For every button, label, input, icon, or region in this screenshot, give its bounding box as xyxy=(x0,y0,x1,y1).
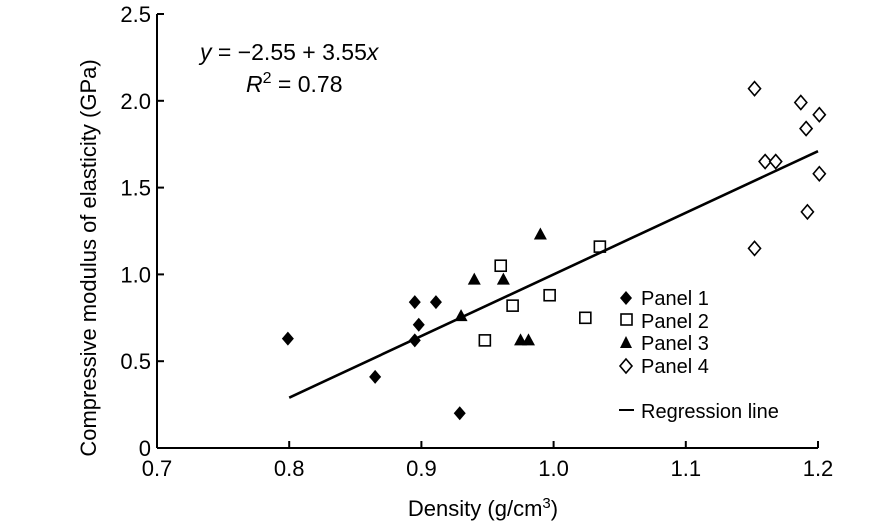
legend-marker-panel-4 xyxy=(620,359,632,373)
data-point xyxy=(749,241,761,255)
legend-label-panel-1: Panel 1 xyxy=(641,288,709,310)
y-tick-label: 2.5 xyxy=(120,2,151,27)
data-point xyxy=(522,333,535,345)
data-point xyxy=(580,312,591,323)
data-point xyxy=(468,273,481,285)
equation-x: x xyxy=(366,39,380,65)
legend-marker-panel-3 xyxy=(620,336,632,348)
data-point xyxy=(544,290,555,301)
data-point xyxy=(801,205,813,219)
y-axis-label: Compressive modulus of elasticity (GPa) xyxy=(76,59,101,456)
data-point xyxy=(454,406,466,420)
legend-item-panel-4: Panel 4 xyxy=(620,356,709,378)
series-panel-4 xyxy=(749,82,826,256)
data-point xyxy=(813,108,825,122)
data-point xyxy=(795,96,807,110)
x-axis-label-sup: 3 xyxy=(542,495,550,512)
data-point xyxy=(369,370,381,384)
legend-label-regression: Regression line xyxy=(641,401,779,423)
data-point xyxy=(534,227,547,239)
data-point xyxy=(413,318,425,332)
data-point xyxy=(507,300,518,311)
data-point xyxy=(800,122,812,136)
legend-item-panel-3: Panel 3 xyxy=(620,333,709,355)
legend-label-panel-4: Panel 4 xyxy=(641,356,709,378)
regression-line xyxy=(289,151,818,398)
data-point xyxy=(813,167,825,181)
x-axis-label: Density (g/cm3) xyxy=(408,495,558,521)
y-tick-label: 0 xyxy=(139,436,151,461)
series-panel-2 xyxy=(479,241,605,346)
legend: Panel 1 Panel 2 Panel 3 Panel 4 Regressi… xyxy=(619,288,779,423)
x-axis-label-end: ) xyxy=(551,496,558,521)
y-tick-label: 2.0 xyxy=(120,89,151,114)
legend-item-regression: Regression line xyxy=(619,401,779,423)
data-point xyxy=(770,155,782,169)
data-point xyxy=(479,335,490,346)
x-axis-label-main: Density (g/cm xyxy=(408,496,542,521)
x-tick-label: 0.9 xyxy=(406,456,437,481)
legend-marker-panel-2 xyxy=(621,314,632,325)
regression-equation: y = −2.55 + 3.55x xyxy=(198,39,380,65)
data-point xyxy=(749,82,761,96)
r2-sup: 2 xyxy=(263,70,272,87)
y-tick-label: 0.5 xyxy=(120,349,151,374)
r-squared: R2 = 0.78 xyxy=(246,70,343,97)
legend-item-panel-1: Panel 1 xyxy=(620,288,709,310)
y-tick-label: 1.5 xyxy=(120,176,151,201)
series-panel-3 xyxy=(455,227,547,345)
y-tick-label: 1.0 xyxy=(120,262,151,287)
r2-r: R xyxy=(246,71,263,97)
equation-rest: = −2.55 + 3.55 xyxy=(212,39,367,65)
data-point xyxy=(497,273,510,285)
data-point xyxy=(430,295,442,309)
x-tick-label: 1.0 xyxy=(538,456,569,481)
x-tick-label: 1.1 xyxy=(671,456,702,481)
r2-rest: = 0.78 xyxy=(272,71,343,97)
legend-label-panel-3: Panel 3 xyxy=(641,333,709,355)
data-point xyxy=(282,332,294,346)
x-tick-label: 1.2 xyxy=(803,456,834,481)
legend-marker-panel-1 xyxy=(620,291,632,305)
legend-item-panel-2: Panel 2 xyxy=(621,311,709,333)
data-point xyxy=(409,295,421,309)
x-tick-label: 0.8 xyxy=(274,456,305,481)
legend-label-panel-2: Panel 2 xyxy=(641,311,709,333)
data-point xyxy=(495,260,506,271)
data-points xyxy=(282,82,825,421)
